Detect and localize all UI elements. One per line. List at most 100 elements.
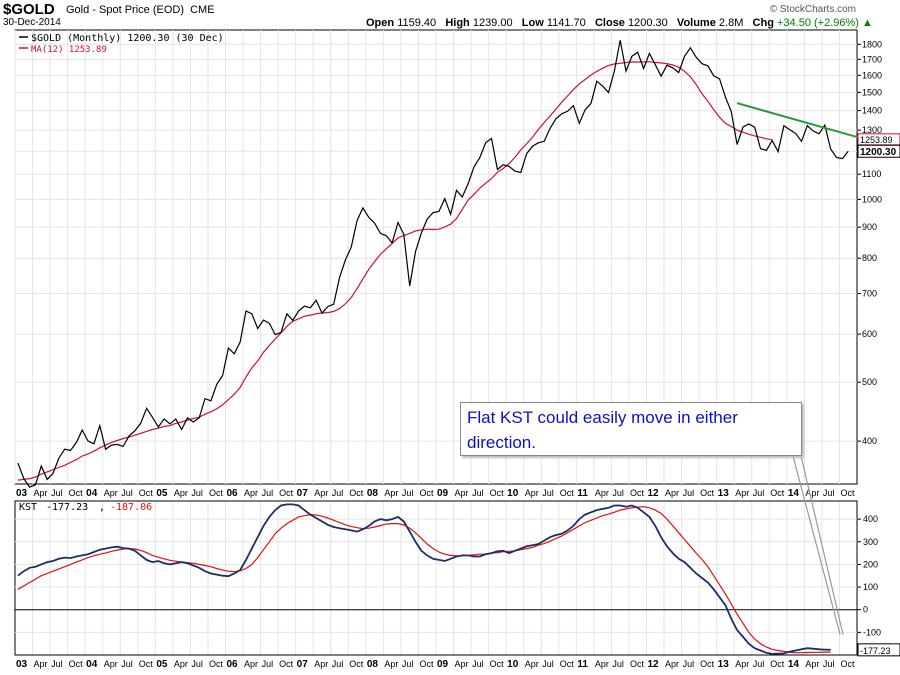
kst-month-label: Jul [542,659,554,669]
price-month-label: Apr [735,488,749,498]
close-label: Close [594,17,625,29]
price-month-label: Oct [139,488,154,498]
kst-month-label: Jul [51,659,63,669]
kst-year-label: 09 [437,659,449,670]
symbol-title: $GOLD [3,1,55,18]
chg-label: Chg [752,17,774,29]
kst-month-label: Oct [630,659,645,669]
kst-year-label: 13 [718,659,730,670]
high-label: High [445,17,470,29]
price-month-label: Oct [349,488,364,498]
price-y-tick-label: 1400 [862,106,882,116]
kst-month-label: Oct [279,659,294,669]
kst-y-tick-label: 400 [863,514,878,524]
kst-legend-value: -177.23 [46,502,88,513]
annotation-pointer-line [792,455,841,635]
price-month-label: Oct [419,488,434,498]
price-last-value-box [857,144,900,158]
kst-year-label: 10 [507,659,519,670]
price-year-label: 13 [718,488,730,499]
legend-price-label: $GOLD (Monthly) 1200.30 (30 Dec) [31,33,224,44]
price-month-label: Apr [665,488,679,498]
ma-last-value-label: 1253.89 [860,135,893,145]
price-year-label: 12 [648,488,660,499]
kst-month-label: Apr [455,659,469,669]
price-month-label: Jul [332,488,344,498]
chg-up-icon: ▲ [862,17,873,29]
kst-month-label: Apr [735,659,749,669]
price-y-tick-label: 500 [862,377,877,387]
kst-y-tick-label: 0 [863,605,868,615]
kst-month-label: Jul [121,659,133,669]
price-last-value-label: 1200.30 [860,147,897,158]
price-month-label: Apr [34,488,48,498]
kst-year-label: 14 [788,659,800,670]
volume-label: Volume [676,17,716,29]
price-month-label: Apr [314,488,328,498]
kst-month-label: Jul [262,659,274,669]
close-value: 1200.30 [627,17,668,29]
price-month-label: Jul [823,488,835,498]
kst-legend-title: KST [19,502,37,513]
price-year-label: 07 [297,488,309,499]
price-month-label: Apr [104,488,118,498]
kst-month-label: Oct [139,659,154,669]
kst-month-label: Oct [209,659,224,669]
kst-year-label: 08 [367,659,379,670]
price-y-tick-label: 1000 [862,194,882,204]
price-year-label: 10 [507,488,519,499]
price-y-tick-label: 400 [862,436,877,446]
kst-month-label: Apr [595,659,609,669]
kst-month-label: Apr [34,659,48,669]
kst-month-label: Oct [840,659,855,669]
price-y-tick-label: 1100 [862,169,881,179]
open-value: 1159.40 [397,17,437,29]
price-month-label: Jul [542,488,554,498]
kst-month-label: Jul [683,659,695,669]
price-month-label: Apr [525,488,539,498]
kst-year-label: 04 [86,659,98,670]
price-month-label: Jul [402,488,414,498]
high-value: 1239.00 [472,17,513,29]
kst-month-label: Jul [472,659,484,669]
kst-year-label: 11 [577,659,588,670]
kst-month-label: Oct [700,659,715,669]
chart-date: 30-Dec-2014 [3,17,61,28]
price-month-label: Oct [770,488,785,498]
price-month-label: Jul [753,488,765,498]
kst-legend-sep: , [99,502,105,513]
kst-month-label: Jul [191,659,203,669]
price-month-label: Jul [262,488,274,498]
price-year-label: 09 [437,488,449,499]
price-y-tick-label: 1500 [862,87,882,97]
price-month-label: Apr [384,488,398,498]
price-month-label: Jul [51,488,63,498]
price-y-tick-label: 1300 [862,125,882,135]
kst-month-label: Jul [402,659,414,669]
kst-legend-signal-value: -187.06 [110,502,152,513]
price-month-label: Apr [805,488,819,498]
annotation-pointer-line [800,455,844,635]
price-year-label: 11 [577,488,588,499]
kst-month-label: Jul [332,659,344,669]
kst-plot-frame [14,500,858,656]
kst-month-label: Apr [665,659,679,669]
gold-price-line [17,40,849,488]
price-y-tick-label: 1800 [862,39,882,49]
kst-month-label: Oct [69,659,84,669]
price-month-label: Oct [490,488,505,498]
price-year-label: 14 [788,488,800,499]
kst-month-label: Jul [753,659,765,669]
kst-month-label: Oct [419,659,434,669]
kst-month-label: Jul [823,659,835,669]
kst-month-label: Oct [490,659,505,669]
price-month-label: Jul [683,488,695,498]
price-year-label: 05 [156,488,168,499]
kst-year-label: 05 [156,659,168,670]
price-month-label: Oct [700,488,715,498]
price-year-label: 06 [227,488,239,499]
price-month-label: Apr [174,488,188,498]
price-y-tick-label: 600 [862,329,877,339]
price-year-label: 04 [86,488,98,499]
kst-panel: -100 0 100 200 300 400 KST -177.23, -187.06 -177… [14,455,900,670]
